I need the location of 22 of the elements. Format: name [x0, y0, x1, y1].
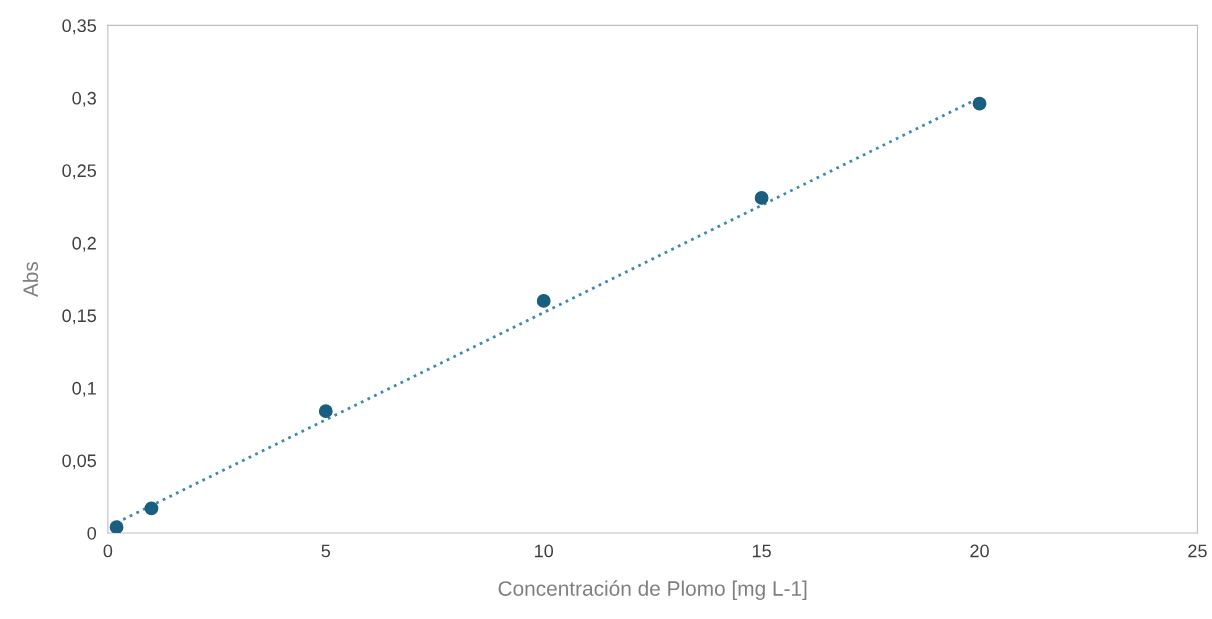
x-tick-label: 20: [970, 544, 989, 558]
y-tick-label: 0,25: [62, 164, 96, 180]
y-axis-title: Abs: [22, 261, 39, 298]
y-tick-label: 0,1: [72, 381, 96, 397]
x-tick-label: 15: [752, 544, 771, 558]
x-axis-title: Concentración de Plomo [mg L-1]: [498, 580, 807, 601]
y-tick-label: 0,15: [62, 309, 96, 325]
point: [536, 294, 551, 308]
y-tick-label: 0: [87, 526, 97, 540]
point: [972, 96, 987, 111]
point: [109, 520, 124, 533]
y-tick-label: 0,3: [72, 91, 96, 107]
y-tick-label: 0,35: [62, 19, 96, 35]
x-tick-label: 25: [1188, 544, 1207, 558]
x-tick-label: 0: [103, 544, 113, 558]
point: [144, 501, 159, 516]
point: [754, 191, 769, 205]
y-tick-label: 0,05: [62, 454, 96, 470]
x-tick-label: 5: [321, 544, 331, 558]
y-tick-label: 0,2: [72, 236, 96, 252]
point: [318, 404, 333, 419]
x-tick-label: 10: [535, 544, 554, 558]
